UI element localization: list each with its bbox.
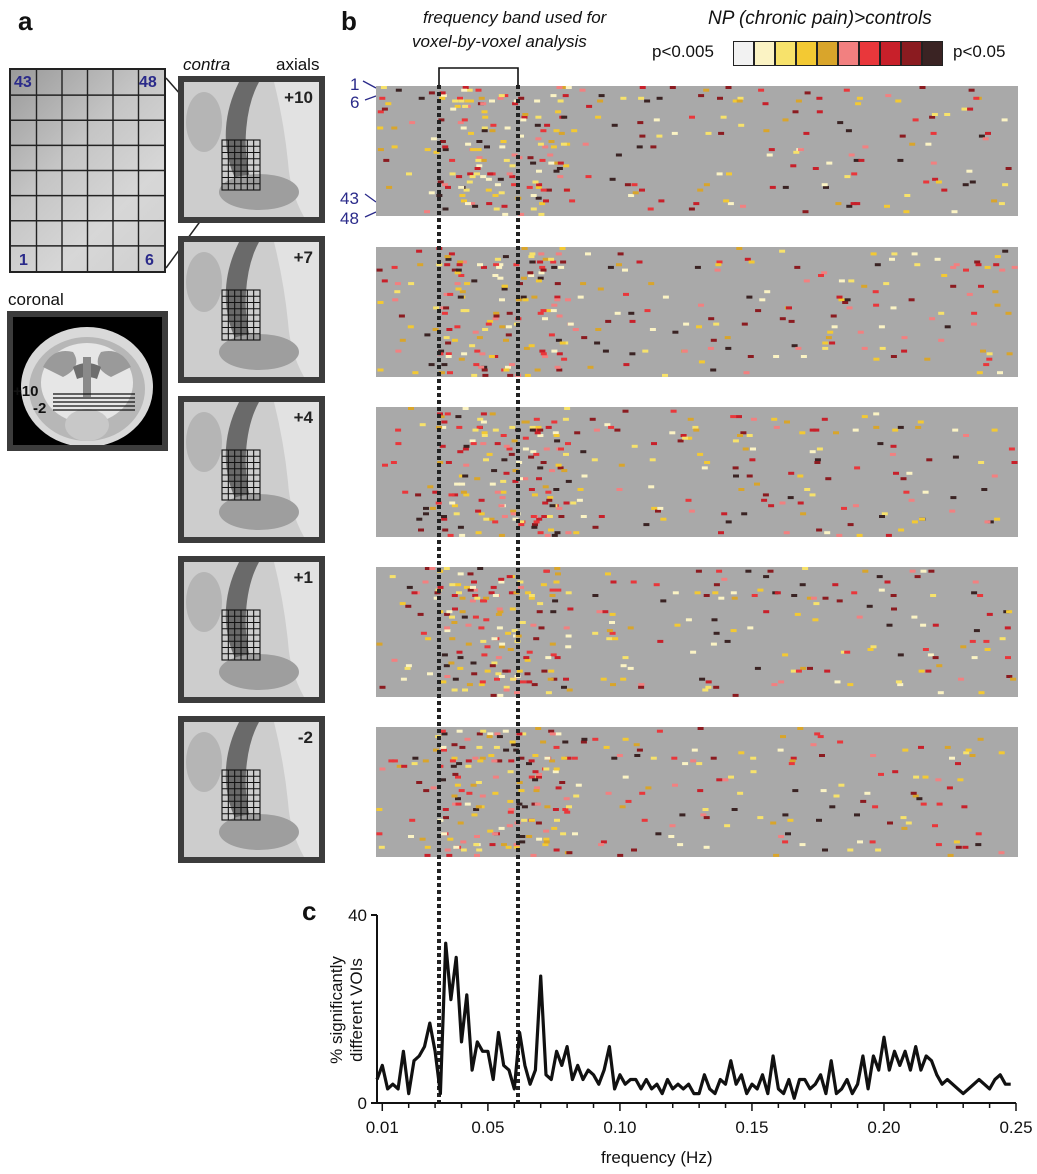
coronal-brain-drawing xyxy=(21,327,153,445)
row-label-6: 6 xyxy=(350,93,360,112)
axial-slice-0: +10 xyxy=(178,76,325,223)
axial-slice-label: +4 xyxy=(293,408,313,427)
legend-left-label: p<0.005 xyxy=(652,42,714,61)
colorbar-cell xyxy=(817,41,838,66)
panel-b-letter: b xyxy=(341,6,357,36)
colorbar-cell xyxy=(838,41,859,66)
x-tick-label: 0.20 xyxy=(867,1118,900,1137)
grid-label-6: 6 xyxy=(145,252,154,269)
voxel-grid-overlay xyxy=(221,289,261,341)
coronal-brain-image: +10 -2 xyxy=(7,311,168,451)
row-label-48: 48 xyxy=(340,209,359,228)
y-axis-label-line1: % significantly xyxy=(327,956,346,1064)
coronal-label: coronal xyxy=(8,290,64,309)
voxel-grid-overlay xyxy=(221,139,261,191)
axial-slice-label: +10 xyxy=(284,88,313,107)
axial-brain-drawing xyxy=(184,722,319,857)
voxel-grid-overlay xyxy=(221,769,261,821)
series-line xyxy=(375,941,1011,1100)
axial-brain-drawing xyxy=(184,242,319,377)
x-tick-label: 0.15 xyxy=(735,1118,768,1137)
heatmap-2 xyxy=(376,407,1018,537)
axial-slice-1: +7 xyxy=(178,236,325,383)
grid-label-1: 1 xyxy=(19,252,28,269)
x-tick-label: 0.05 xyxy=(471,1118,504,1137)
axial-brain-drawing xyxy=(184,82,319,217)
coronal-mark-top: +10 xyxy=(13,383,39,400)
contra-label: contra xyxy=(183,55,231,74)
coronal-mark-bottom: -2 xyxy=(33,400,47,417)
heatmap-1 xyxy=(376,247,1018,377)
x-tick-label: 0.10 xyxy=(603,1118,636,1137)
y-tick-label: 40 xyxy=(348,906,367,925)
band-label-line2: voxel-by-voxel analysis xyxy=(412,32,587,51)
legend-right-label: p<0.05 xyxy=(953,42,1006,61)
axial-slice-2: +4 xyxy=(178,396,325,543)
heatmap-4 xyxy=(376,727,1018,857)
band-dotted-lines xyxy=(437,85,520,1107)
band-label-line1: frequency band used for xyxy=(423,8,607,27)
colorbar-cell xyxy=(775,41,796,66)
axial-slice-3: +1 xyxy=(178,556,325,703)
colorbar-cell xyxy=(796,41,817,66)
row-label-1: 1 xyxy=(350,75,360,94)
x-tick-label: 0.25 xyxy=(999,1118,1032,1137)
x-tick-label: 0.01 xyxy=(366,1118,399,1137)
heatmap-0 xyxy=(376,86,1018,216)
zoomed-voxel-grid: 43 48 1 6 xyxy=(9,68,166,273)
legend-title: NP (chronic pain)>controls xyxy=(708,8,932,29)
colorbar-cell xyxy=(733,41,754,66)
axial-slice-label: -2 xyxy=(297,728,313,747)
row-label-ticks xyxy=(362,80,377,218)
voxel-grid-overlay xyxy=(221,609,261,661)
colorbar-cell xyxy=(859,41,880,66)
colorbar-cell xyxy=(880,41,901,66)
colorbar-cell xyxy=(754,41,775,66)
row-label-43: 43 xyxy=(340,189,359,208)
frequency-line-chart: % significantly different VOIs 0 40 0.01 0.… xyxy=(327,906,1033,1137)
y-tick-label: 0 xyxy=(358,1094,367,1113)
axials-label: axials xyxy=(276,55,320,74)
colorbar-cell xyxy=(901,41,922,66)
voxel-grid-overlay xyxy=(221,449,261,501)
x-axis-label: frequency (Hz) xyxy=(601,1148,713,1167)
chart-axes xyxy=(376,915,1016,1104)
panel-c-letter: c xyxy=(302,896,317,926)
axial-brain-drawing xyxy=(184,562,319,697)
axial-slice-label: +7 xyxy=(293,248,313,267)
voxel-grid-lines xyxy=(11,70,164,271)
grid-label-48: 48 xyxy=(139,74,157,91)
axial-slice-label: +1 xyxy=(293,568,313,587)
y-axis-label-line2: different VOIs xyxy=(347,958,366,1062)
heatmap-3 xyxy=(376,567,1018,697)
axial-slice-4: -2 xyxy=(178,716,325,863)
axial-brain-drawing xyxy=(184,402,319,537)
grid-label-43: 43 xyxy=(14,74,32,91)
panel-a-letter: a xyxy=(18,6,33,36)
band-bracket xyxy=(438,67,519,86)
colorbar-cell xyxy=(922,41,943,66)
